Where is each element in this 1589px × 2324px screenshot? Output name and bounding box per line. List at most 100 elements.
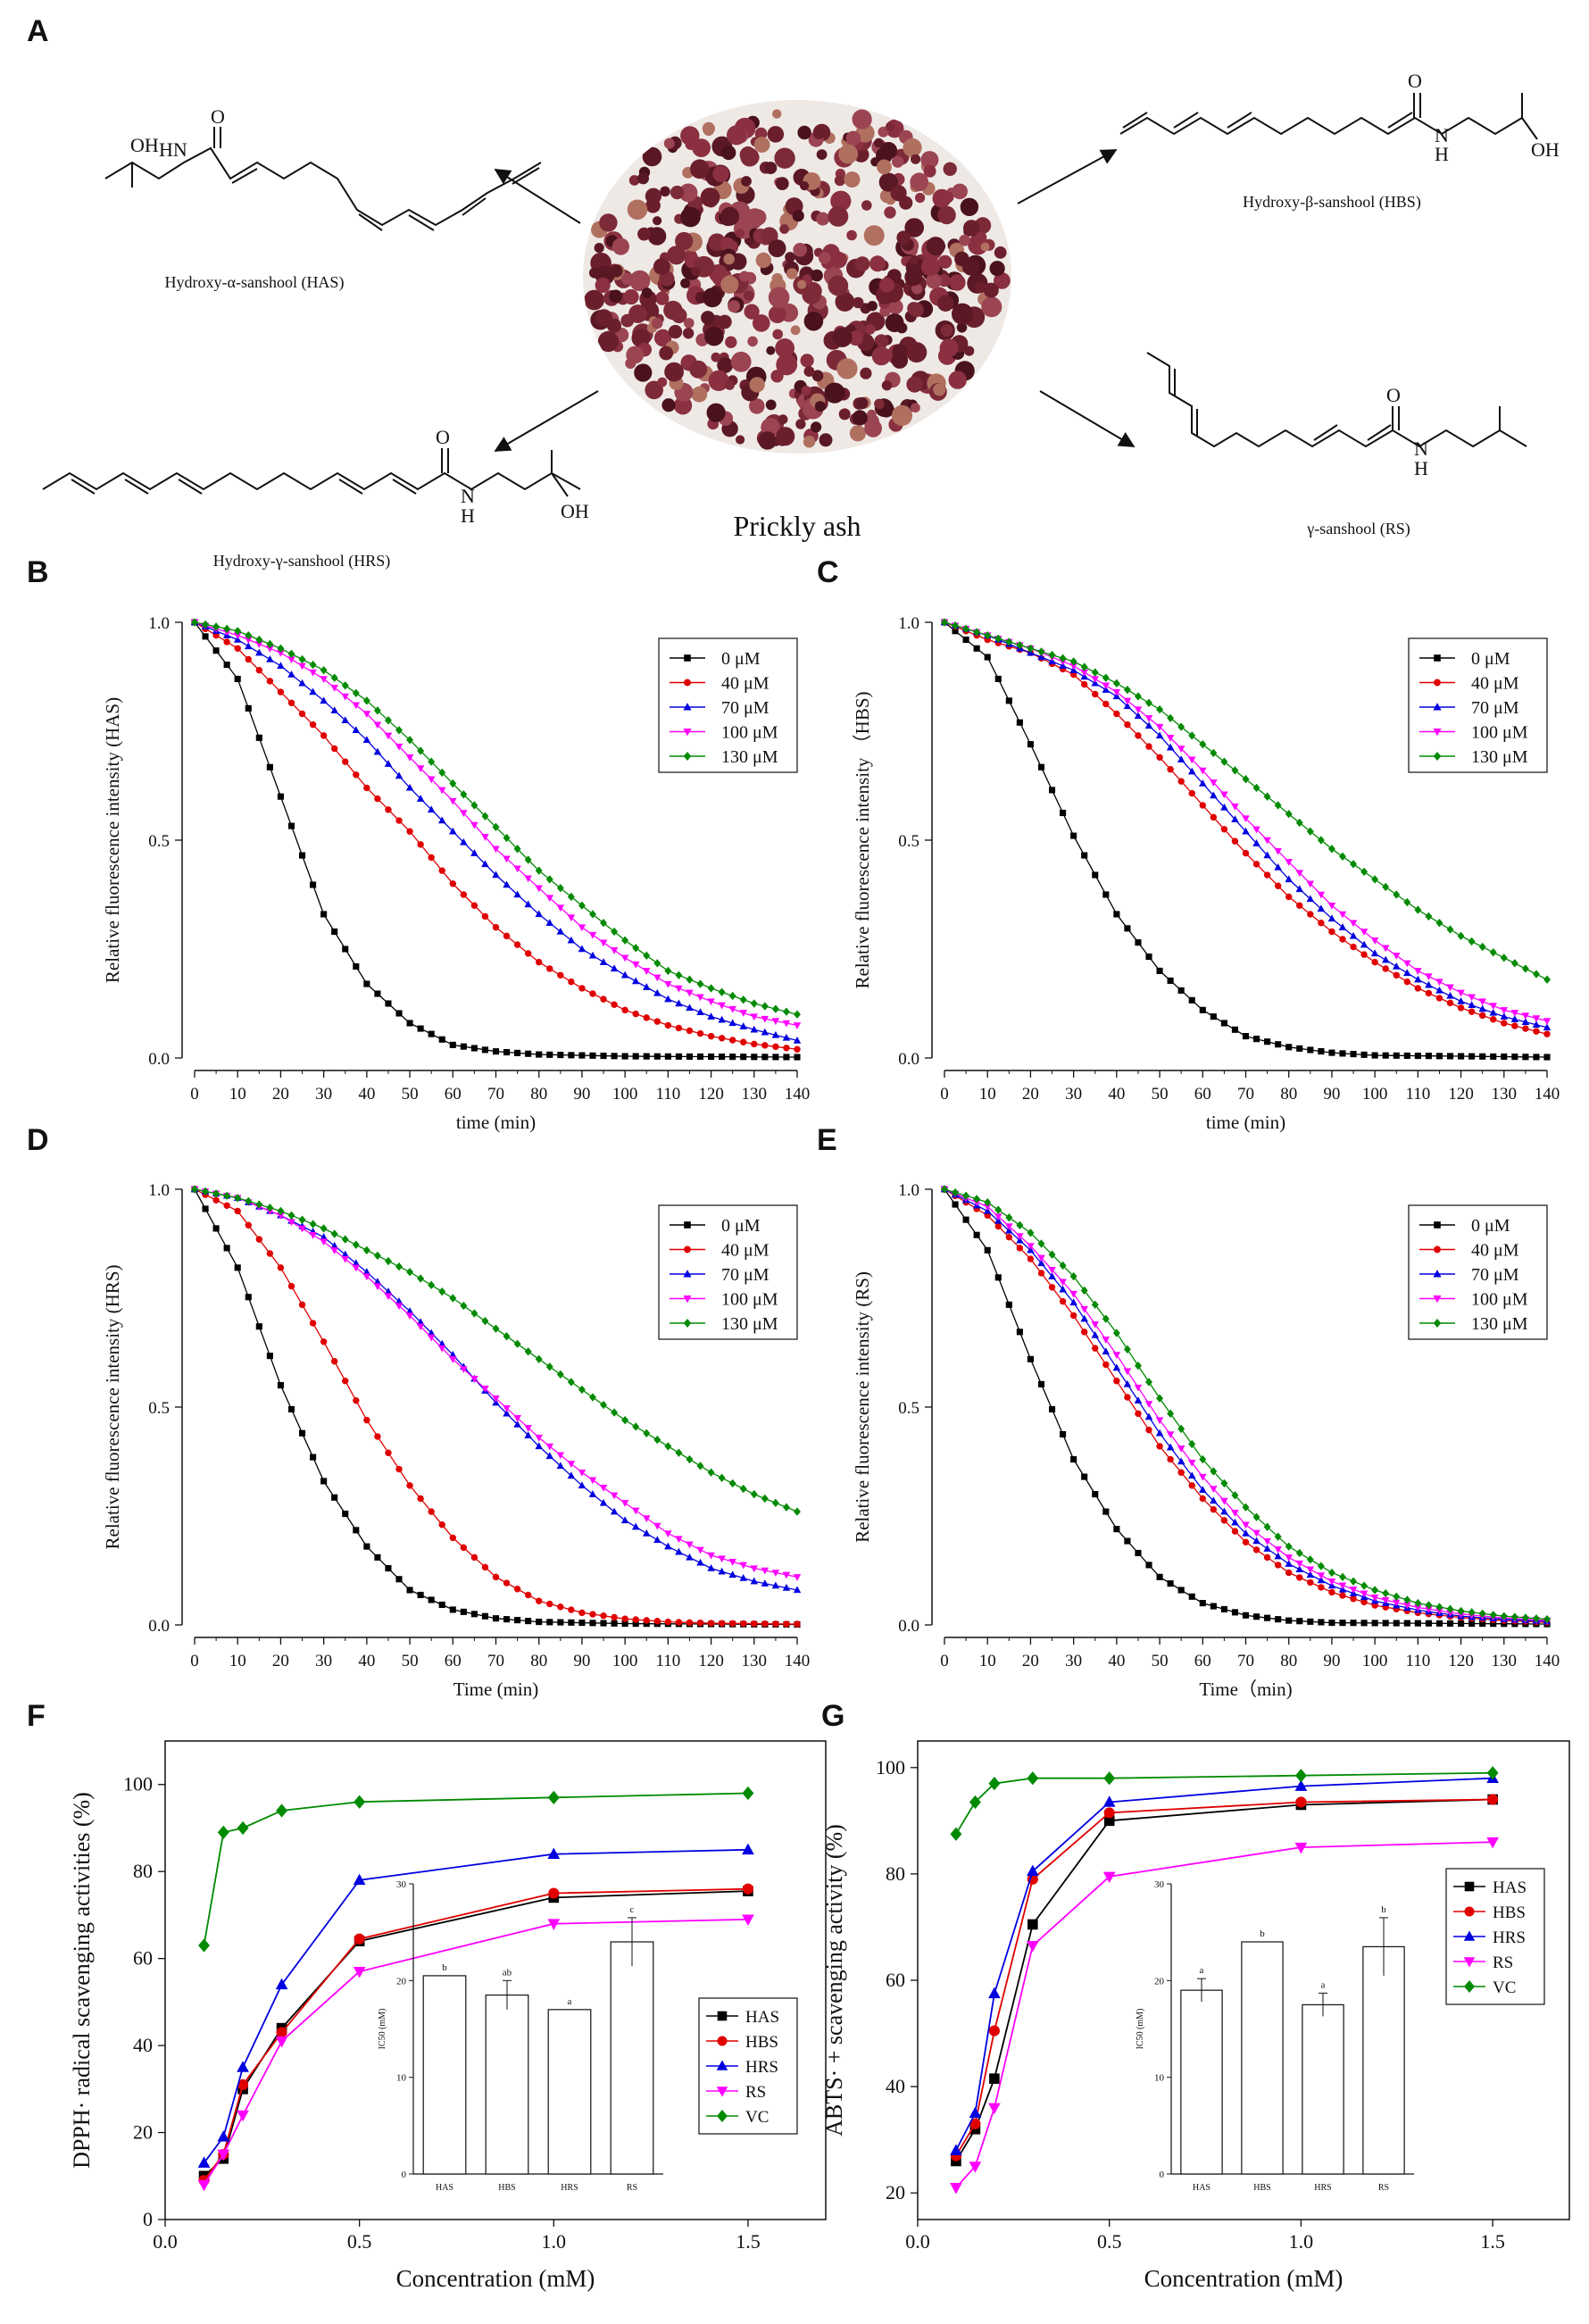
x-tick-label: 30 xyxy=(315,1085,332,1104)
data-point xyxy=(950,1827,962,1841)
inset-category-label: RS xyxy=(1378,2183,1389,2193)
data-point xyxy=(363,784,370,792)
data-point xyxy=(1371,1586,1379,1595)
data-point xyxy=(621,1415,629,1425)
data-point xyxy=(535,910,543,918)
data-point xyxy=(449,1606,456,1613)
data-point xyxy=(1458,1620,1465,1627)
data-point xyxy=(653,959,661,968)
pepper-grain xyxy=(852,296,864,309)
data-point xyxy=(1005,637,1013,646)
data-point xyxy=(395,1262,403,1271)
x-tick-label: 40 xyxy=(1108,1085,1125,1104)
atom-label: HN xyxy=(159,138,187,161)
data-point xyxy=(1457,931,1465,941)
reaction-arrow-icon xyxy=(1017,149,1118,204)
data-point xyxy=(783,1045,790,1052)
y-tick-label: 60 xyxy=(886,1969,905,1991)
pepper-grain xyxy=(706,403,726,422)
data-point xyxy=(620,954,629,962)
series-line xyxy=(203,1848,748,2164)
data-point xyxy=(373,1251,381,1261)
data-point xyxy=(1156,1573,1163,1580)
data-point xyxy=(1037,1270,1045,1277)
data-point xyxy=(320,696,328,704)
data-point xyxy=(1285,1554,1293,1562)
data-point xyxy=(718,1473,726,1482)
pepper-grain xyxy=(828,275,849,296)
x-tick-label: 30 xyxy=(1065,1652,1082,1670)
data-point xyxy=(406,736,414,745)
atom-label: O xyxy=(436,426,450,448)
pepper-grain xyxy=(885,121,895,132)
data-point xyxy=(1425,912,1433,921)
inset-y-axis-label: IC50 (mM) xyxy=(1136,2009,1145,2050)
data-point xyxy=(276,2027,287,2038)
series-HBS xyxy=(198,1883,754,2187)
data-point xyxy=(437,1345,446,1353)
data-point xyxy=(771,1030,780,1038)
data-point xyxy=(1521,964,1529,973)
pepper-grain xyxy=(846,229,857,241)
pepper-grain xyxy=(981,296,1002,318)
data-point xyxy=(568,1052,575,1059)
pepper-grain xyxy=(689,360,708,379)
x-tick-label: 70 xyxy=(487,1085,504,1104)
data-point xyxy=(578,924,587,932)
data-point xyxy=(782,1020,791,1028)
pepper-grain xyxy=(712,165,729,183)
data-point xyxy=(1360,867,1369,877)
data-point xyxy=(1446,925,1454,934)
data-point xyxy=(1102,1314,1110,1323)
x-tick-label: 140 xyxy=(785,1085,811,1104)
data-point xyxy=(1155,1417,1164,1425)
data-point xyxy=(962,624,970,634)
data-point xyxy=(761,1042,769,1049)
data-point xyxy=(793,1036,802,1044)
data-point xyxy=(1349,1587,1358,1594)
pepper-grain xyxy=(891,352,909,369)
x-tick-label: 90 xyxy=(1323,1085,1340,1104)
data-point xyxy=(567,936,576,944)
data-point xyxy=(761,1028,770,1036)
data-point xyxy=(481,1316,489,1326)
data-point xyxy=(1446,1604,1454,1613)
data-point xyxy=(771,1570,780,1577)
data-point xyxy=(1510,1015,1519,1022)
data-point xyxy=(245,630,253,640)
data-point xyxy=(1231,1491,1239,1500)
atom-label: O xyxy=(1386,384,1401,406)
data-point xyxy=(1188,1439,1196,1449)
pepper-grain xyxy=(911,154,921,164)
data-point xyxy=(1339,1620,1346,1627)
inset-category-label: HAS xyxy=(1193,2183,1210,2193)
atom-label: OH xyxy=(561,500,589,522)
data-point xyxy=(728,1479,736,1488)
data-point xyxy=(524,1424,532,1432)
pepper-grain xyxy=(830,251,847,269)
series-40 xyxy=(191,1186,801,1628)
data-point xyxy=(1435,986,1443,994)
pepper-grain xyxy=(645,187,662,204)
data-point xyxy=(1242,1503,1250,1512)
x-tick-label: 100 xyxy=(1362,1085,1388,1104)
data-point xyxy=(1263,1545,1271,1552)
data-point xyxy=(352,1264,361,1272)
series-RS xyxy=(197,1914,754,2192)
data-point xyxy=(1220,1497,1228,1505)
data-point xyxy=(481,1386,489,1393)
data-point xyxy=(1489,1003,1497,1010)
data-point xyxy=(1393,962,1401,970)
pepper-grain xyxy=(948,371,967,389)
data-point xyxy=(202,620,210,629)
inset-category-label: HAS xyxy=(436,2183,453,2193)
data-point xyxy=(556,1370,564,1379)
structure-has xyxy=(104,127,542,231)
data-point xyxy=(653,988,661,996)
pepper-grain xyxy=(637,227,651,241)
pepper-grain xyxy=(845,130,861,146)
data-point xyxy=(363,1416,370,1424)
data-point xyxy=(1294,1779,1308,1791)
